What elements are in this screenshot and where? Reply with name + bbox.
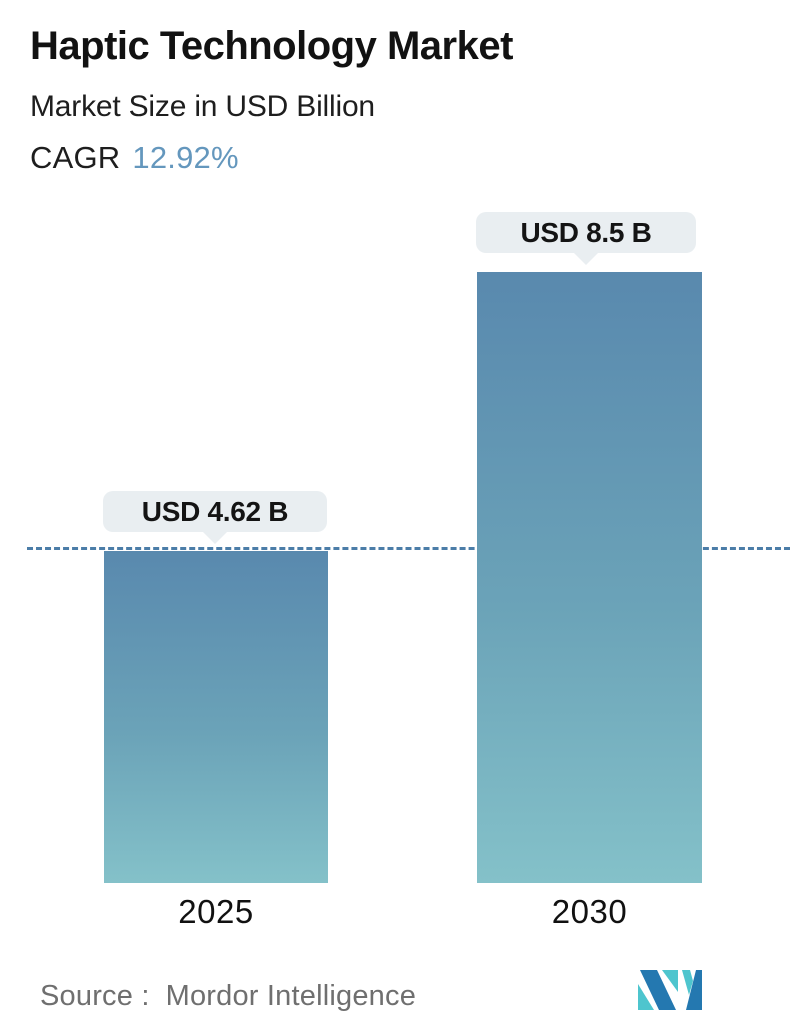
value-tooltip-2030: USD 8.5 B <box>476 212 696 253</box>
value-label-2030: USD 8.5 B <box>520 216 652 248</box>
chart-subtitle: Market Size in USD Billion <box>30 90 375 123</box>
mordor-intelligence-logo <box>638 970 702 1010</box>
bar-2025 <box>104 551 328 883</box>
x-axis-label-2030: 2030 <box>551 893 628 930</box>
cagr-value: 12.92% <box>132 140 239 175</box>
cagr-label: CAGR <box>30 140 121 175</box>
source-attribution: Source : Mordor Intelligence <box>40 980 416 1013</box>
source-value: Mordor Intelligence <box>165 980 417 1012</box>
x-axis-label-2025: 2025 <box>178 893 254 930</box>
page-title: Haptic Technology Market <box>30 24 513 68</box>
reference-dashed-line <box>27 547 790 550</box>
value-tooltip-2025: USD 4.62 B <box>103 491 327 532</box>
bar-2030 <box>477 272 702 883</box>
cagr-row: CAGR 12.92% <box>30 140 513 176</box>
source-label: Source : <box>40 980 150 1012</box>
chart-header: Haptic Technology Market Market Size in … <box>30 24 513 176</box>
value-label-2025: USD 4.62 B <box>141 495 289 527</box>
